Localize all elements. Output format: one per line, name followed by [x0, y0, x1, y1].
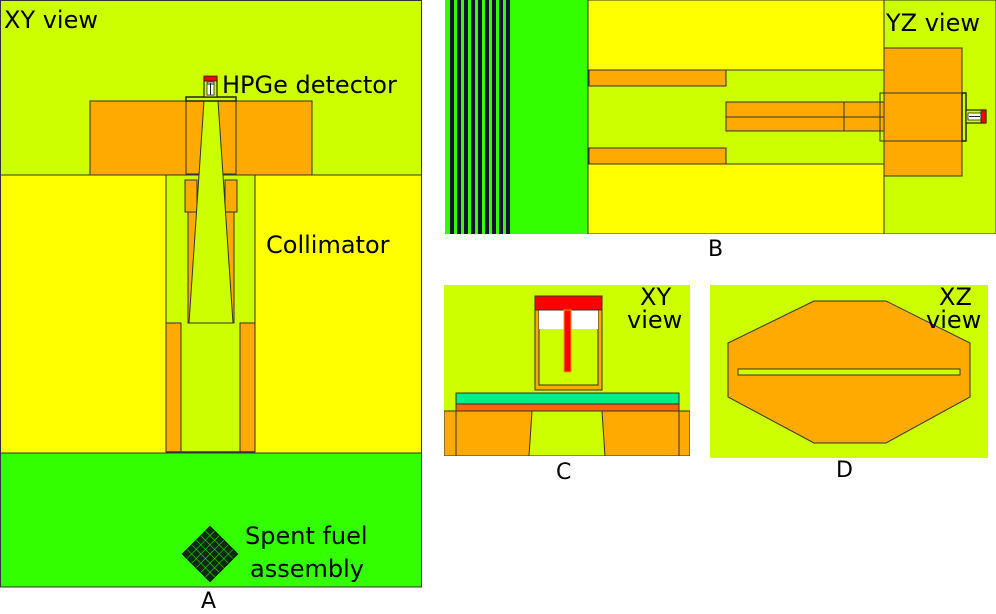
detector-cold-finger	[563, 309, 572, 373]
fuel-label-line1: Spent fuel	[245, 522, 368, 550]
panel-a-geometry	[0, 0, 422, 588]
detector-cap	[534, 295, 603, 311]
panel-a-view-label: XY view	[4, 6, 98, 34]
fuel-label-line2: assembly	[250, 555, 364, 583]
panel-d: XZ view D	[710, 285, 988, 485]
panel-c-geometry	[444, 285, 690, 456]
panel-a-letter: A	[201, 589, 217, 614]
collimator-upper-block	[588, 69, 727, 87]
collimator-mid-right	[224, 179, 238, 213]
panel-c-view-label-line2: view	[627, 306, 683, 334]
panel-d-geometry	[710, 285, 988, 458]
detector-cap	[980, 109, 987, 124]
orange-plate	[455, 403, 680, 412]
panel-b-view-label: YZ view	[886, 9, 980, 37]
collimator-lower-block	[588, 147, 727, 165]
panel-b: YZ view B	[445, 0, 996, 264]
panel-b-geometry	[445, 0, 996, 234]
collimator-lower-left	[165, 322, 182, 454]
fuel-assembly-icon	[181, 525, 239, 583]
detector-cap	[203, 75, 218, 82]
panel-d-view-label-line2: view	[926, 306, 982, 334]
collimator-lower-right	[239, 322, 256, 454]
fuel-rods	[450, 0, 510, 234]
panel-d-view-label-line1: XZ	[939, 283, 972, 311]
shield-block	[883, 47, 963, 177]
panel-c-letter: C	[556, 460, 572, 485]
collimator-opening	[528, 410, 606, 456]
collimator-mid-left	[184, 179, 198, 213]
detector-label: HPGe detector	[222, 71, 397, 99]
panel-c-view-label-line1: XY	[640, 283, 672, 311]
slit-channel	[737, 368, 961, 376]
water-pool	[445, 0, 588, 234]
collimator-label: Collimator	[266, 231, 390, 259]
panel-b-letter: B	[708, 237, 724, 262]
panel-a: XY view HPGe detector Collimator Spent f…	[0, 0, 422, 614]
teal-plate	[455, 392, 680, 405]
panel-d-letter: D	[836, 458, 853, 483]
panel-c: XY view C	[444, 285, 690, 485]
